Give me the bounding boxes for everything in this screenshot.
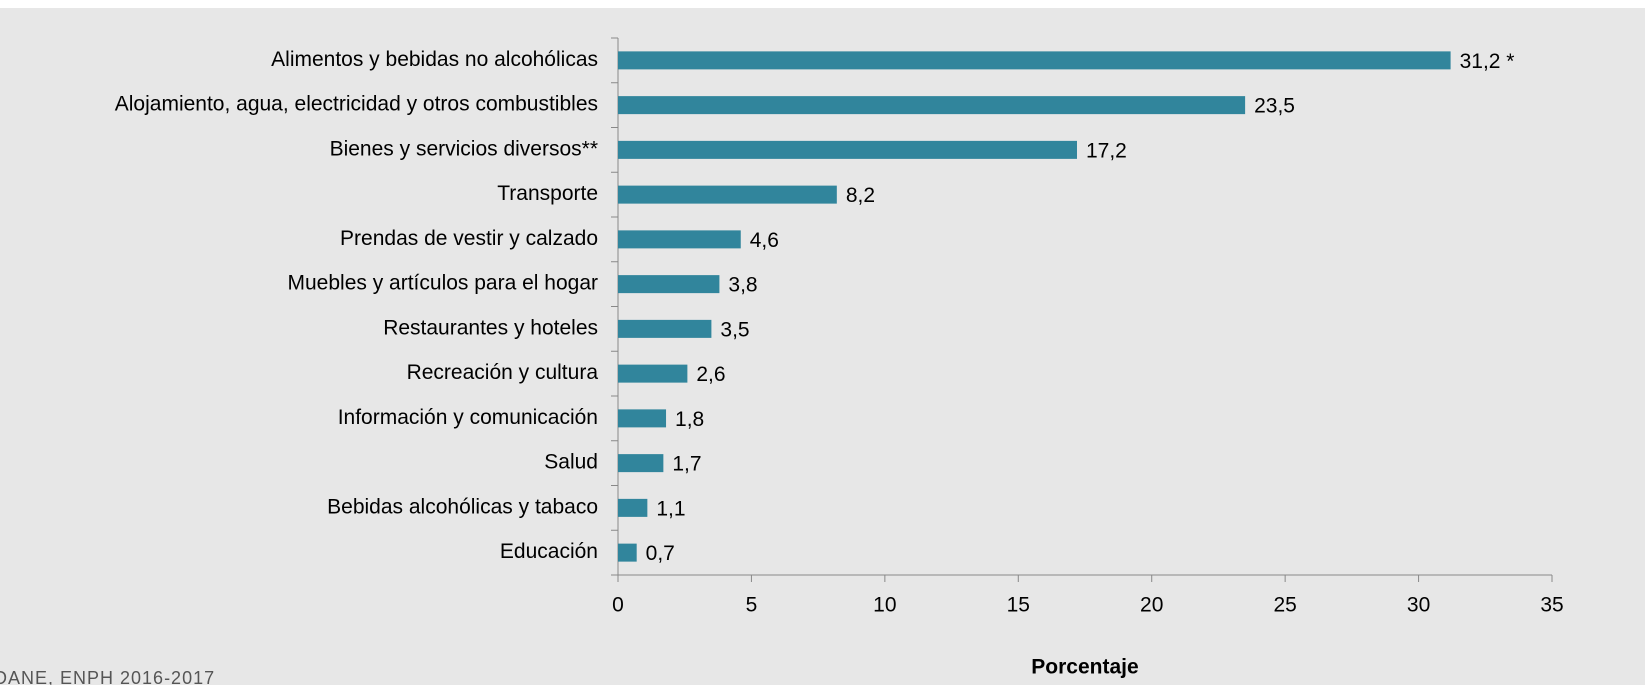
data-label: 4,6 xyxy=(750,229,779,252)
y-tick-label: Información y comunicación xyxy=(338,406,598,429)
bar xyxy=(618,364,688,383)
bar xyxy=(618,454,664,473)
y-tick-label: Muebles y artículos para el hogar xyxy=(288,272,599,295)
bar xyxy=(618,96,1246,115)
data-label: 0,7 xyxy=(646,542,675,565)
y-tick-label: Bienes y servicios diversos** xyxy=(330,137,598,160)
data-label: 1,1 xyxy=(656,497,685,520)
data-label: 17,2 xyxy=(1086,139,1127,162)
data-label: 3,8 xyxy=(728,274,757,297)
y-tick-label: Alimentos y bebidas no alcohólicas xyxy=(271,48,598,71)
y-tick-label: Transporte xyxy=(497,182,598,205)
bar xyxy=(618,498,648,517)
data-label: 1,7 xyxy=(672,453,701,476)
bar xyxy=(618,230,741,249)
y-tick-label: Alojamiento, agua, electricidad y otros … xyxy=(115,93,598,116)
x-tick-label: 25 xyxy=(1273,594,1296,617)
data-label: 23,5 xyxy=(1254,95,1295,118)
y-tick-label: Salud xyxy=(544,451,598,474)
source-note: DANE, ENPH 2016-2017 xyxy=(0,668,215,685)
x-tick-label: 20 xyxy=(1140,594,1163,617)
x-axis-title: Porcentaje xyxy=(1031,656,1138,679)
bar xyxy=(618,543,637,562)
y-tick-label: Prendas de vestir y calzado xyxy=(340,227,598,250)
chart-background xyxy=(0,8,1645,685)
bar xyxy=(618,319,712,338)
x-tick-label: 15 xyxy=(1007,594,1030,617)
y-tick-label: Recreación y cultura xyxy=(407,361,599,384)
bar xyxy=(618,140,1077,159)
y-tick-label: Educación xyxy=(500,540,598,563)
bar xyxy=(618,51,1451,70)
x-tick-label: 10 xyxy=(873,594,896,617)
bar xyxy=(618,275,720,294)
x-tick-label: 5 xyxy=(746,594,758,617)
bar xyxy=(618,185,837,204)
x-tick-label: 35 xyxy=(1540,594,1563,617)
y-tick-label: Bebidas alcohólicas y tabaco xyxy=(327,495,598,518)
data-label: 1,8 xyxy=(675,408,704,431)
data-label: 3,5 xyxy=(720,318,749,341)
y-tick-label: Restaurantes y hoteles xyxy=(383,316,598,339)
data-label: 2,6 xyxy=(696,363,725,386)
x-tick-label: 30 xyxy=(1407,594,1430,617)
data-label: 8,2 xyxy=(846,184,875,207)
bar xyxy=(618,409,667,428)
data-label: 31,2 * xyxy=(1460,50,1515,73)
x-tick-label: 0 xyxy=(612,594,624,617)
